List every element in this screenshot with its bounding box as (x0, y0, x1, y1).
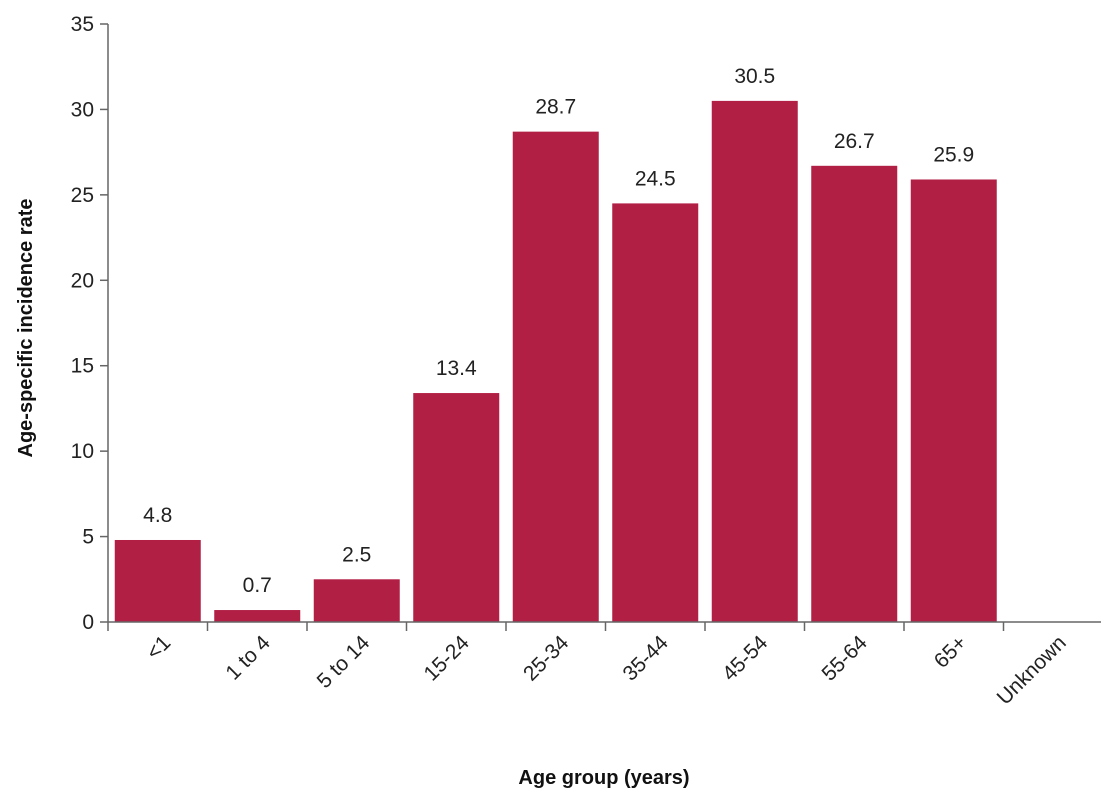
bar (114, 539, 201, 622)
data-label: 30.5 (734, 65, 775, 88)
bar (910, 179, 997, 623)
x-tick-label: 65+ (930, 631, 971, 672)
y-tick-label: 0 (82, 611, 94, 634)
y-tick-label: 35 (71, 13, 94, 36)
bar (214, 610, 301, 622)
y-tick-label: 25 (71, 184, 94, 207)
x-tick-label: 5 to 14 (313, 631, 375, 693)
y-tick-label: 5 (82, 526, 94, 549)
x-tick-label: 25-34 (519, 631, 573, 685)
x-tick-label: 45-54 (718, 631, 772, 685)
data-label: 25.9 (933, 143, 974, 166)
data-label: 0.7 (243, 574, 272, 597)
bars-group: 4.8 0.7 2.5 13.4 28.7 24.5 30.5 26.7 25.9 (114, 65, 997, 623)
data-label: 24.5 (635, 167, 676, 190)
y-axis-title: Age-specific incidence rate (15, 199, 37, 458)
y-tick-label: 10 (71, 440, 94, 463)
bar (811, 165, 898, 622)
bar (711, 100, 798, 622)
bar (512, 131, 599, 622)
x-tick-label: 35-44 (619, 631, 673, 685)
bar (413, 393, 500, 622)
x-tick-label: Unknown (993, 631, 1071, 709)
y-tick-label: 30 (71, 98, 94, 121)
data-label: 13.4 (436, 357, 477, 380)
data-label: 28.7 (535, 96, 576, 119)
x-axis-title: Age group (years) (518, 767, 689, 789)
x-tick-label: 15-24 (420, 631, 474, 685)
data-label: 2.5 (342, 543, 371, 566)
data-label: 26.7 (834, 130, 875, 153)
x-tick-label: 1 to 4 (221, 631, 275, 685)
x-tick-label: <1 (142, 631, 175, 664)
x-tick-label: 55-64 (818, 631, 872, 685)
data-label: 4.8 (143, 504, 172, 527)
y-tick-label: 20 (71, 269, 94, 292)
bar (313, 579, 400, 622)
y-tick-label: 15 (71, 355, 94, 378)
bar (612, 203, 699, 622)
